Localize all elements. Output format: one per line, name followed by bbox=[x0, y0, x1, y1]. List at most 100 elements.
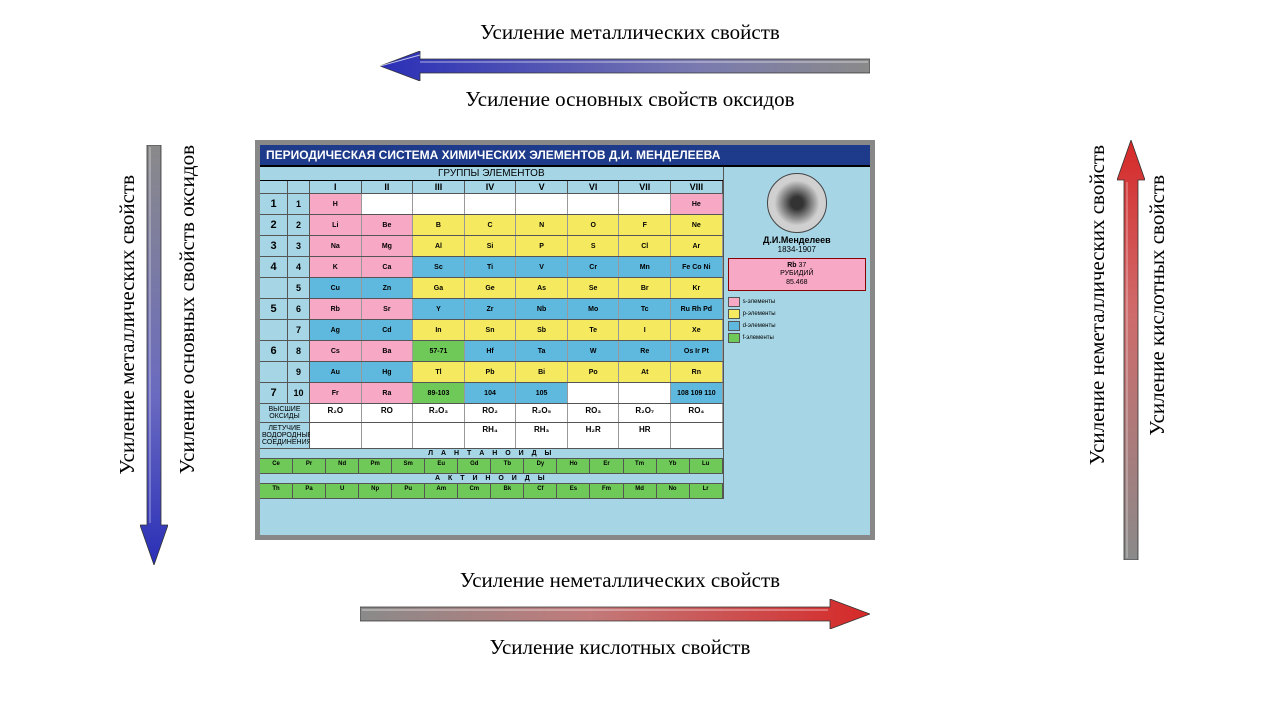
pt-ryad-col-label bbox=[288, 181, 310, 193]
lanthanide-cell: Pm bbox=[359, 459, 392, 473]
group-col: VI bbox=[568, 181, 620, 193]
actinide-cell: Bk bbox=[491, 484, 524, 498]
element-cell: Ti bbox=[465, 257, 517, 277]
lanthanide-cell: Er bbox=[590, 459, 623, 473]
element-cell: Ta bbox=[516, 341, 568, 361]
hydride-cell bbox=[362, 423, 414, 448]
element-cell: Hg bbox=[362, 362, 414, 382]
actinide-cell: Th bbox=[260, 484, 293, 498]
table-row: 33NaMgAlSiPSClAr bbox=[260, 236, 723, 257]
top-region: Усиление металлических свойств Усиление … bbox=[380, 20, 880, 112]
oxide-cell: RO₄ bbox=[671, 404, 723, 422]
element-cell: Ge bbox=[465, 278, 517, 298]
element-cell: Te bbox=[568, 320, 620, 340]
element-cell: 105 bbox=[516, 383, 568, 403]
bottom-label-nonmetallic: Усиление неметаллических свойств bbox=[360, 568, 880, 593]
row-number: 6 bbox=[288, 299, 310, 319]
element-cell: Ru Rh Pd bbox=[671, 299, 723, 319]
element-cell: 104 bbox=[465, 383, 517, 403]
element-cell: Zr bbox=[465, 299, 517, 319]
row-number: 9 bbox=[288, 362, 310, 382]
element-cell: Pb bbox=[465, 362, 517, 382]
row-number: 3 bbox=[288, 236, 310, 256]
right-label-nonmetallic: Усиление неметаллических свойств bbox=[1085, 145, 1110, 465]
element-cell: 57-71 bbox=[413, 341, 465, 361]
table-row: 710FrRa89-103104105108 109 110 bbox=[260, 383, 723, 404]
pt-period-col-label bbox=[260, 181, 288, 193]
group-col: VIII bbox=[671, 181, 723, 193]
lanthanide-cell: Nd bbox=[326, 459, 359, 473]
author-years: 1834-1907 bbox=[728, 245, 866, 254]
period-number bbox=[260, 362, 288, 382]
left-arrow bbox=[140, 145, 168, 565]
element-cell: Sr bbox=[362, 299, 414, 319]
element-cell bbox=[568, 383, 620, 403]
legend-label: f-элементы bbox=[743, 335, 774, 341]
element-cell bbox=[619, 383, 671, 403]
lanthanides-label: Л А Н Т А Н О И Д Ы bbox=[260, 449, 723, 459]
element-cell: Sn bbox=[465, 320, 517, 340]
period-number bbox=[260, 278, 288, 298]
oxides-label: ВЫСШИЕ ОКСИДЫ bbox=[260, 404, 310, 422]
table-row: 22LiBeBCNOFNe bbox=[260, 215, 723, 236]
actinide-cell: Lr bbox=[690, 484, 723, 498]
element-cell: Rb bbox=[310, 299, 362, 319]
element-cell: Ar bbox=[671, 236, 723, 256]
group-col: II bbox=[362, 181, 414, 193]
author-name: Д.И.Менделеев bbox=[728, 235, 866, 245]
lanthanide-cell: Sm bbox=[392, 459, 425, 473]
actinide-cell: Pu bbox=[392, 484, 425, 498]
actinide-cell: U bbox=[326, 484, 359, 498]
element-cell: Ag bbox=[310, 320, 362, 340]
hydride-cell: HR bbox=[619, 423, 671, 448]
element-cell: Ne bbox=[671, 215, 723, 235]
oxide-cell: R₂O₅ bbox=[516, 404, 568, 422]
actinide-cell: Cf bbox=[524, 484, 557, 498]
element-cell bbox=[465, 194, 517, 214]
group-col: I bbox=[310, 181, 362, 193]
element-cell: Rn bbox=[671, 362, 723, 382]
lanthanide-cell: Lu bbox=[690, 459, 723, 473]
element-cell: Hf bbox=[465, 341, 517, 361]
legend-swatch bbox=[728, 309, 740, 319]
left-label-oxides: Усиление основных свойств оксидов bbox=[175, 145, 200, 474]
element-cell: C bbox=[465, 215, 517, 235]
period-number: 1 bbox=[260, 194, 288, 214]
table-row: 11HHe bbox=[260, 194, 723, 215]
left-label-metallic: Усиление металлических свойств bbox=[115, 175, 140, 475]
element-cell: Po bbox=[568, 362, 620, 382]
diagram-root: Усиление металлических свойств Усиление … bbox=[0, 0, 1280, 720]
element-cell: Y bbox=[413, 299, 465, 319]
element-cell bbox=[362, 194, 414, 214]
lanthanide-cell: Yb bbox=[657, 459, 690, 473]
legend-label: p-элементы bbox=[743, 311, 776, 317]
hydride-cell bbox=[310, 423, 362, 448]
element-cell: K bbox=[310, 257, 362, 277]
period-number: 2 bbox=[260, 215, 288, 235]
element-cell: N bbox=[516, 215, 568, 235]
element-cell: Bi bbox=[516, 362, 568, 382]
element-cell: W bbox=[568, 341, 620, 361]
element-cell: Cd bbox=[362, 320, 414, 340]
actinide-cell: Es bbox=[557, 484, 590, 498]
period-number: 5 bbox=[260, 299, 288, 319]
oxide-cell: RO₂ bbox=[465, 404, 517, 422]
table-row: 9AuHgTlPbBiPoAtRn bbox=[260, 362, 723, 383]
row-number: 8 bbox=[288, 341, 310, 361]
element-cell: Mo bbox=[568, 299, 620, 319]
element-cell: Mn bbox=[619, 257, 671, 277]
element-cell bbox=[413, 194, 465, 214]
element-cell: Cu bbox=[310, 278, 362, 298]
element-cell: O bbox=[568, 215, 620, 235]
element-cell: Na bbox=[310, 236, 362, 256]
element-cell: Nb bbox=[516, 299, 568, 319]
bottom-region: Усиление неметаллических свойств Усилени… bbox=[360, 568, 880, 660]
hydride-cell: RH₃ bbox=[516, 423, 568, 448]
element-cell bbox=[619, 194, 671, 214]
period-number: 7 bbox=[260, 383, 288, 403]
period-number: 6 bbox=[260, 341, 288, 361]
element-cell: I bbox=[619, 320, 671, 340]
top-label-metallic: Усиление металлических свойств bbox=[380, 20, 880, 45]
actinide-cell: Am bbox=[425, 484, 458, 498]
actinides-label: А К Т И Н О И Д Ы bbox=[260, 474, 723, 484]
